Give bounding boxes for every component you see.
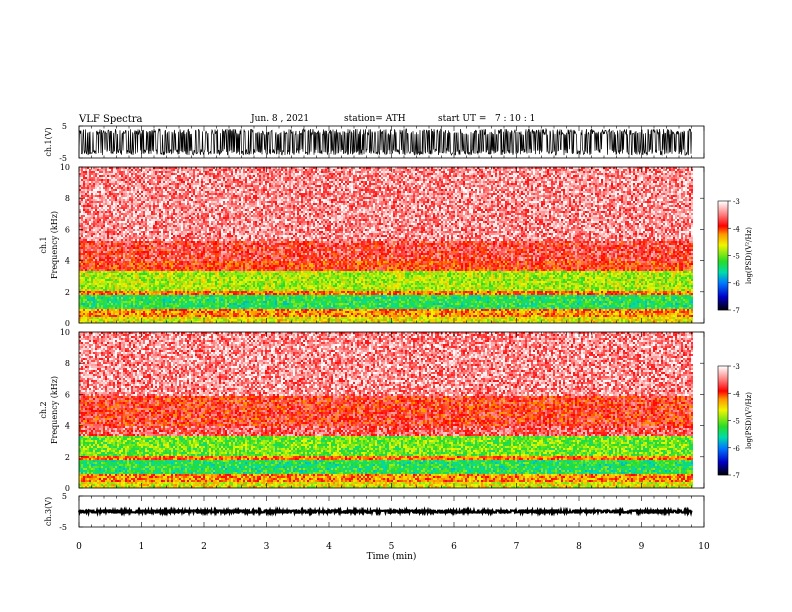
- colorbar-tick-label: -4: [733, 225, 740, 233]
- ch2-freq-tick-label: 4: [65, 422, 70, 431]
- ch1-channel-label: ch.1: [39, 236, 48, 253]
- ch2-channel-label: ch.2: [39, 401, 48, 418]
- ch2-spectrogram-cells: [79, 332, 693, 488]
- ch3-y-tick-label: 5: [62, 492, 67, 501]
- ch1-y-tick-label: 5: [62, 122, 67, 131]
- colorbar-tick-label: -6: [733, 445, 740, 453]
- time-tick-label: 8: [576, 542, 582, 552]
- ch3-y-axis-label: ch.3(V): [44, 497, 53, 526]
- time-tick-label: 10: [698, 542, 710, 552]
- ch1-y-tick-label: -5: [59, 154, 67, 163]
- ch2-freq-axis-label: Frequency (kHz): [50, 376, 59, 444]
- time-tick-label: 9: [639, 542, 645, 552]
- ch1-waveform-line: [79, 129, 692, 155]
- colorbar-label: log(PSD)(V²/Hz): [745, 227, 753, 284]
- ch1-freq-tick-label: 0: [65, 319, 70, 328]
- ch1-y-axis-label: ch.1(V): [44, 127, 53, 156]
- plot-area: 5-5ch.1(V) 1086420ch.1 Frequency (kHz) 10…: [0, 0, 792, 612]
- ch1-freq-tick-label: 6: [65, 225, 70, 234]
- colorbar-tick-label: -3: [733, 363, 740, 371]
- ch3-y-tick-label: -5: [59, 523, 67, 532]
- time-tick-label: 4: [326, 542, 332, 552]
- ch3-waveform-panel: 5 -5 ch.3(V): [44, 492, 704, 532]
- ch2-freq-tick-label: 8: [65, 359, 70, 368]
- colorbar-tick-label: -5: [733, 253, 740, 261]
- colorbar-label: log(PSD)(V²/Hz): [745, 392, 753, 449]
- ch3-waveform-line: [79, 510, 692, 512]
- colorbar-tick-label: -7: [733, 307, 740, 315]
- time-axis-label: Time (min): [367, 551, 417, 562]
- time-tick-label: 2: [201, 542, 207, 552]
- colorbar-tick-label: -6: [733, 280, 740, 288]
- ch1-freq-tick-label: 8: [65, 194, 70, 203]
- time-tick-label: 0: [76, 542, 82, 552]
- ch2-freq-tick-label: 10: [60, 328, 70, 337]
- ch1-freq-axis-label: Frequency (kHz): [50, 211, 59, 279]
- time-tick-label: 6: [451, 542, 457, 552]
- ch1-freq-tick-label: 4: [65, 257, 70, 266]
- ch1-spectrogram-panel: 10 8 6 4 2 0 ch.1 Frequency (kHz): [39, 163, 704, 328]
- time-tick-label: 3: [264, 542, 270, 552]
- vlf-spectra-figure: VLF Spectra Jun. 8 , 2021 station= ATH s…: [0, 0, 792, 612]
- colorbar-tick-label: -7: [733, 472, 740, 480]
- ch2-freq-tick-label: 6: [65, 390, 70, 399]
- ch2-colorbar: -3 -4 -5 -6 -7 log(PSD)(V²/Hz): [718, 363, 753, 480]
- colorbar-tick-label: -4: [733, 390, 740, 398]
- time-tick-label: 1: [139, 542, 145, 552]
- time-tick-label: 7: [514, 542, 520, 552]
- time-tick-label: 5: [389, 542, 395, 552]
- colorbar-tick-label: -5: [733, 418, 740, 426]
- ch1-freq-tick-label: 2: [65, 288, 70, 297]
- time-axis: 0 1 2 3 4 5 6 7 8 9 10 Time (min): [76, 542, 710, 562]
- ch1-waveform-panel: 5 -5 ch.1(V): [44, 122, 704, 163]
- ch1-freq-tick-label: 10: [60, 163, 70, 172]
- ch1-colorbar: -3 -4 -5 -6 -7 log(PSD)(V²/Hz): [718, 198, 753, 315]
- ch1-spectrogram-cells: [79, 167, 693, 323]
- colorbar-tick-label: -3: [733, 198, 740, 206]
- ch2-freq-tick-label: 2: [65, 453, 70, 462]
